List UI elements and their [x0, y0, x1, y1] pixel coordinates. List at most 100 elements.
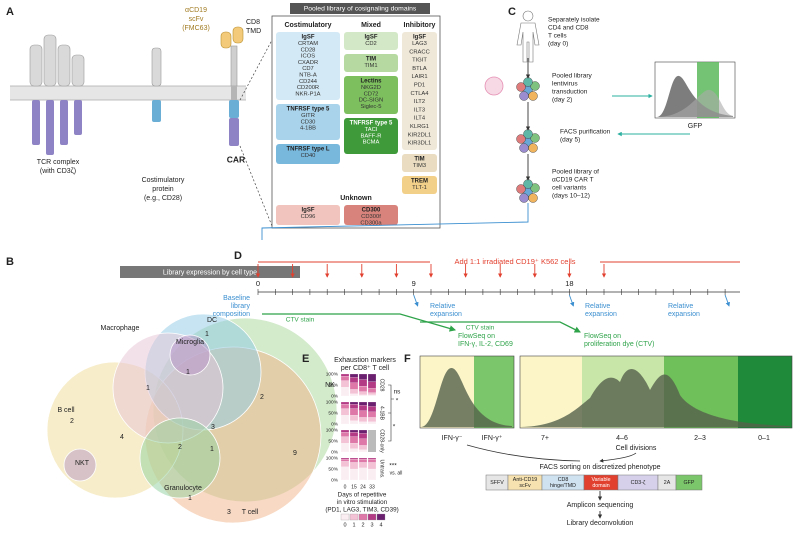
step-text: (day 5) — [560, 137, 580, 144]
domain-name: BAFF-R — [361, 133, 382, 139]
sorting-label: FACS sorting on discretized phenotype — [539, 464, 660, 471]
ctv-path-1 — [262, 313, 457, 332]
cell-type-label: DC — [207, 317, 217, 324]
library-box — [271, 15, 441, 229]
ctv-path-2 — [420, 321, 581, 333]
arrow — [568, 294, 575, 307]
construct-label: 2A — [664, 480, 671, 486]
domain-name: BTLA — [412, 66, 427, 72]
arrow — [413, 294, 419, 307]
cell — [516, 82, 526, 92]
domain-name: PD1 — [414, 83, 425, 89]
tcr-extracellular — [43, 34, 57, 87]
stain-label: CTV stain — [286, 317, 315, 324]
domain-name: CD40 — [301, 153, 316, 159]
stack-segment — [358, 417, 368, 422]
family-name: TIM — [414, 157, 424, 163]
cd3-chain — [32, 100, 40, 145]
y-tick-label: 0% — [331, 393, 339, 399]
construct-label: Variable — [591, 477, 610, 483]
domain-name: CD96 — [301, 214, 316, 220]
step-text: (day 0) — [548, 41, 568, 48]
readout-label: expansion — [668, 311, 700, 318]
cell — [530, 183, 540, 193]
stack-segment — [367, 411, 377, 418]
panel-label: F — [404, 353, 411, 365]
cell — [528, 193, 538, 203]
stack-segment — [349, 382, 359, 390]
tcr-extracellular — [29, 44, 43, 87]
flowseq-label: FlowSeq on — [584, 333, 621, 340]
stack-segment — [340, 408, 350, 416]
domain-name: CD72 — [364, 91, 379, 97]
domain-name: 4-1BB — [300, 126, 316, 132]
step-text: T cells — [548, 33, 567, 40]
legend-swatch — [376, 513, 386, 521]
y-tick-label: 50% — [328, 382, 338, 388]
tcr-label: TCR complex — [37, 159, 80, 166]
stack-segment — [367, 388, 377, 393]
venn-circle — [139, 417, 221, 499]
stain-label: CTV stain — [466, 325, 495, 332]
x-axis-label: (PD1, LAG3, TIM3, CD39) — [325, 507, 398, 514]
stack-segment — [358, 373, 368, 380]
family-name: TNFRSF type L — [287, 147, 330, 153]
stack-segment — [349, 377, 359, 383]
stack-segment — [367, 457, 377, 460]
domain-name: NTB-A — [299, 73, 317, 79]
stack-segment — [340, 373, 350, 377]
column-header: Costimulatory — [284, 22, 331, 29]
domain-name: CD2 — [365, 41, 377, 47]
baseline-label: composition — [213, 311, 250, 318]
domain-name: GITR — [301, 113, 315, 119]
domain-name: CD300f — [361, 214, 381, 220]
stack-segment — [358, 410, 368, 418]
costim-intracellular — [152, 100, 161, 122]
domain-name: TLT-1 — [412, 185, 427, 191]
stack-segment — [349, 468, 359, 481]
car-costim — [229, 100, 239, 118]
domain-family-box — [344, 32, 398, 50]
stack-segment — [349, 432, 359, 437]
ifn-label: IFN-γ⁺ — [482, 435, 503, 442]
y-tick-label: 0% — [331, 421, 339, 427]
family-name: Lectins — [360, 79, 382, 85]
stack-segment — [358, 379, 368, 387]
domain-name: CTLA4 — [410, 91, 429, 97]
stack-segment — [358, 433, 368, 439]
construct-label: Anti-CD19 — [513, 477, 537, 483]
stack-segment — [358, 459, 368, 463]
ifn-density — [421, 367, 512, 427]
person-head — [522, 10, 534, 22]
overlap-count: 3 — [211, 424, 215, 431]
cell — [523, 179, 533, 189]
family-name: TIM — [366, 57, 376, 63]
domain-name: TACI — [365, 127, 378, 133]
stack-segment — [340, 461, 350, 467]
car-tmd — [231, 86, 237, 100]
construct-label: hinge/TMD — [550, 483, 576, 489]
stack-segment — [349, 404, 359, 409]
domain-name: ILT4 — [414, 116, 426, 122]
legend-swatch — [358, 513, 368, 521]
stack-segment — [340, 443, 350, 453]
domain-name: TIM1 — [364, 63, 377, 69]
significance: *** — [389, 463, 397, 470]
step-text: αCD19 CAR T — [552, 177, 594, 184]
group-label: 4-1BB — [379, 406, 385, 421]
division-bin: 7+ — [541, 435, 549, 442]
sort-arrows — [466, 444, 637, 461]
library-title-bar — [290, 3, 430, 14]
deconvolution-label: Library deconvolution — [567, 520, 634, 527]
stack-segment — [367, 462, 377, 470]
legend-label: 4 — [379, 522, 382, 528]
virus — [484, 76, 504, 96]
stack-segment — [358, 449, 368, 453]
day-label: 18 — [565, 279, 573, 288]
car-hinge — [230, 45, 238, 87]
stack-segment — [349, 457, 359, 460]
stack-segment — [367, 459, 377, 463]
domain-name: KIR2DL1 — [408, 132, 432, 138]
stack-segment — [358, 391, 368, 396]
scfv-vl — [232, 26, 244, 44]
